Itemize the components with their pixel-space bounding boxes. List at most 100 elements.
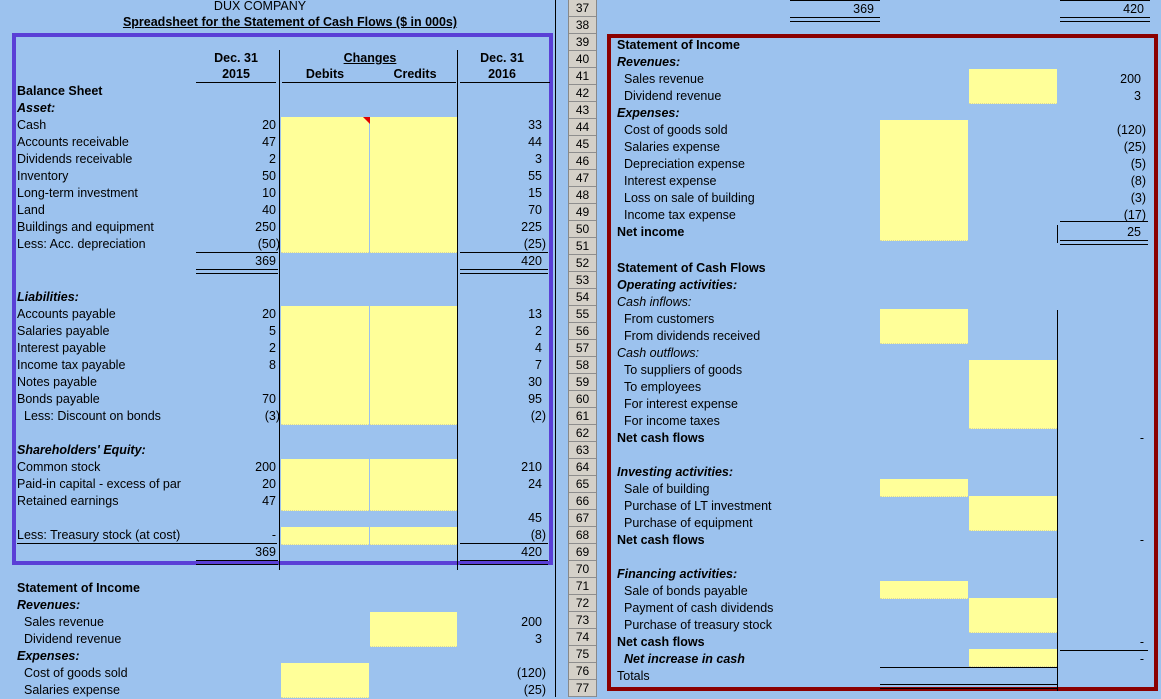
dividend-label: Dividend revenue xyxy=(624,89,722,103)
row-number[interactable]: 56 xyxy=(569,323,596,340)
liability-label: Income tax payable xyxy=(17,358,126,372)
income-title: Statement of Income xyxy=(617,38,740,52)
row-number[interactable]: 61 xyxy=(569,408,596,425)
sum-line xyxy=(196,252,278,253)
liability-value-2016: (2) xyxy=(530,409,546,423)
from-customers-label: From customers xyxy=(624,312,715,326)
asset-label: Inventory xyxy=(17,169,69,183)
liability-label: Interest payable xyxy=(17,341,106,355)
dec2016-header: Dec. 31 xyxy=(480,51,524,65)
comment-indicator-icon[interactable] xyxy=(363,117,370,124)
cash-flows-title: Statement of Cash Flows xyxy=(617,261,766,275)
totals-label: Totals xyxy=(617,669,650,683)
credit-input-cells-liabilities[interactable] xyxy=(370,306,457,425)
sum-line xyxy=(1060,221,1148,222)
inflow-input-cells[interactable] xyxy=(880,309,968,344)
row-number[interactable]: 65 xyxy=(569,476,596,493)
row-number[interactable]: 68 xyxy=(569,527,596,544)
asset-label: Cash xyxy=(17,118,47,132)
net-increase-input[interactable] xyxy=(969,649,1057,667)
row-number[interactable]: 43 xyxy=(569,102,596,119)
revenue-input-cells[interactable] xyxy=(969,69,1057,104)
row-number[interactable]: 58 xyxy=(569,357,596,374)
row-number[interactable]: 67 xyxy=(569,510,596,527)
balance-sheet-frame xyxy=(12,33,553,565)
net-increase-value: - xyxy=(1139,652,1144,666)
row-number[interactable]: 76 xyxy=(569,663,596,680)
row-number[interactable]: 45 xyxy=(569,136,596,153)
inflows-label: Cash inflows: xyxy=(617,295,692,309)
credit-input-cells-assets[interactable] xyxy=(370,117,457,253)
row-number[interactable]: 50 xyxy=(569,221,596,238)
expense-value: (25) xyxy=(1123,140,1146,154)
row-number[interactable]: 57 xyxy=(569,340,596,357)
left-revenues-label: Revenues: xyxy=(17,598,81,612)
double-line xyxy=(1060,17,1150,22)
assets-total-2015: 369 xyxy=(255,254,276,268)
row-number[interactable]: 64 xyxy=(569,459,596,476)
debit-input-cells-equity[interactable] xyxy=(281,459,369,511)
row-number[interactable]: 71 xyxy=(569,578,596,595)
expense-input-cells[interactable] xyxy=(880,120,968,241)
row-number[interactable]: 75 xyxy=(569,646,596,663)
row-header-bar[interactable]: 37 38 39 40 41 42 43 44 45 46 47 48 49 50 51 52 53 54 55 56… xyxy=(568,0,597,697)
row-number[interactable]: 53 xyxy=(569,272,596,289)
row-number[interactable]: 77 xyxy=(569,680,596,697)
row-number[interactable]: 37 xyxy=(569,0,596,17)
row-number[interactable]: 59 xyxy=(569,374,596,391)
expense-label: Depreciation expense xyxy=(624,157,745,171)
double-line xyxy=(1060,240,1148,245)
row-number[interactable]: 62 xyxy=(569,425,596,442)
debit-input-cells-liabilities[interactable] xyxy=(281,306,369,425)
expense-label: Salaries expense xyxy=(624,140,720,154)
left-expense-input[interactable] xyxy=(281,663,369,698)
asset-value-2016: 3 xyxy=(535,152,542,166)
debit-input-treasury[interactable] xyxy=(281,527,369,545)
changes-header: Changes xyxy=(343,51,397,65)
row-number[interactable]: 66 xyxy=(569,493,596,510)
row-number[interactable]: 41 xyxy=(569,68,596,85)
row-number[interactable]: 44 xyxy=(569,119,596,136)
left-revenue-input[interactable] xyxy=(370,612,457,647)
row-number[interactable]: 49 xyxy=(569,204,596,221)
liability-label: Salaries payable xyxy=(17,324,110,338)
row-number[interactable]: 60 xyxy=(569,391,596,408)
company-title: DUX COMPANY xyxy=(213,0,307,13)
debit-input-cells-assets[interactable] xyxy=(281,117,369,253)
row-number[interactable]: 40 xyxy=(569,51,596,68)
row-number[interactable]: 39 xyxy=(569,34,596,51)
row-number[interactable]: 63 xyxy=(569,442,596,459)
liability-label: Notes payable xyxy=(17,375,97,389)
row-number[interactable]: 70 xyxy=(569,561,596,578)
row-number[interactable]: 69 xyxy=(569,544,596,561)
row-number[interactable]: 73 xyxy=(569,612,596,629)
row-number[interactable]: 52 xyxy=(569,255,596,272)
row-number[interactable]: 55 xyxy=(569,306,596,323)
left-dividend-label: Dividend revenue xyxy=(24,632,122,646)
net-operating-value: - xyxy=(1139,431,1144,445)
financing-outflow-input[interactable] xyxy=(969,598,1057,633)
expense-value: (5) xyxy=(1130,157,1146,171)
row-number[interactable]: 42 xyxy=(569,85,596,102)
investing-inflow-input[interactable] xyxy=(880,479,968,497)
outflow-input-cells[interactable] xyxy=(969,360,1057,429)
row-number[interactable]: 46 xyxy=(569,153,596,170)
row-number[interactable]: 72 xyxy=(569,595,596,612)
asset-label: Dividends receivable xyxy=(17,152,133,166)
investing-outflow-input[interactable] xyxy=(969,496,1057,531)
for-interest-label: For interest expense xyxy=(624,397,738,411)
right-top-total-a: 369 xyxy=(853,2,874,16)
left-cogs-value: (120) xyxy=(516,666,546,680)
underline xyxy=(17,543,277,544)
row-number[interactable]: 48 xyxy=(569,187,596,204)
row-number[interactable]: 74 xyxy=(569,629,596,646)
sum-line xyxy=(460,252,548,253)
row-number[interactable]: 47 xyxy=(569,170,596,187)
credit-input-cells-equity[interactable] xyxy=(370,459,457,511)
col-line xyxy=(1057,310,1058,691)
row-number[interactable]: 51 xyxy=(569,238,596,255)
financing-inflow-input[interactable] xyxy=(880,581,968,599)
row-number[interactable]: 38 xyxy=(569,17,596,34)
row-number[interactable]: 54 xyxy=(569,289,596,306)
credit-input-treasury[interactable] xyxy=(370,527,457,545)
